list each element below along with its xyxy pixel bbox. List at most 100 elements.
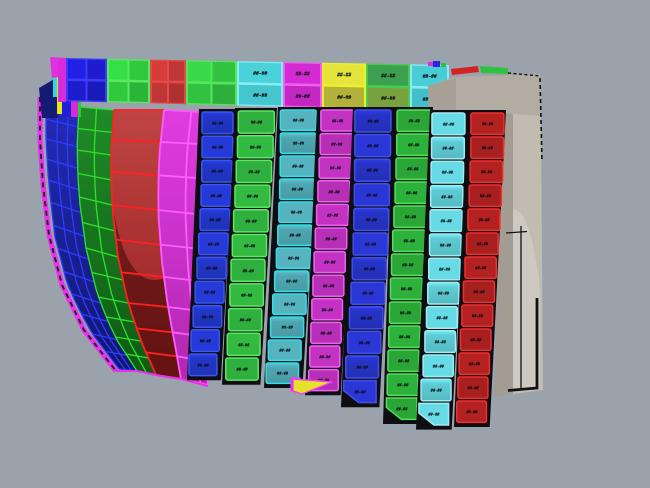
hull-plate[interactable] [312,274,345,297]
hull-plate[interactable] [188,353,218,377]
hull-plate[interactable] [464,256,498,280]
hull-plate[interactable] [470,136,505,160]
hull-plate[interactable] [267,339,302,362]
hull-plate[interactable] [237,110,276,134]
hull-plate[interactable] [275,247,312,270]
plate-column-3-teal[interactable]: ##-## ##-## ##-## ##-## ##-## ##-## ##-## ##-##… [264,107,320,388]
bow-strakes-group[interactable] [37,97,209,387]
hull-plate[interactable] [196,256,227,280]
hull-plate[interactable] [201,135,234,159]
hull-plate[interactable] [273,270,310,293]
hull-plate[interactable] [225,357,259,381]
plate-column-7-cyan[interactable]: ##-## ##-## ##-## ##-## ##-## ##-## ##-## ##-##… [416,110,469,430]
bow-strake-green[interactable] [76,106,157,376]
hull-plate[interactable] [192,304,223,328]
hull-plate[interactable] [229,283,265,307]
hull-plate[interactable] [465,232,499,256]
hull-plate[interactable] [226,332,261,357]
hull-plate[interactable] [279,109,318,132]
hull-plate[interactable] [346,330,382,355]
sheer-plate-cyan[interactable]: ##-## ##-## [237,61,283,107]
sheer-plate-magenta[interactable]: ##-## ##-## [283,62,322,108]
plate-label: ##-## [293,118,305,123]
plate-label: ##-## [433,364,445,369]
hull-plate[interactable] [430,160,465,184]
sheer-band-group[interactable]: ##-####-####-####-####-####-####-####-##… [58,58,449,112]
plate-label: ##-## [295,72,310,78]
hull-plate[interactable] [231,233,268,258]
sheer-block-red[interactable] [150,59,186,105]
plate-column-8-red[interactable]: ##-## ##-## ##-## ##-## ##-## ##-## ##-## ##-##… [454,110,506,427]
stern-top-face[interactable] [428,74,541,116]
hull-plate[interactable] [313,250,347,274]
hull-plate[interactable] [431,112,466,136]
hull-plate[interactable] [314,227,348,250]
sheer-plate-darkgreen[interactable]: ##-## ##-## [366,63,410,111]
hull-plate[interactable] [418,402,450,426]
hull-plate[interactable] [342,379,377,404]
hull-plate[interactable] [353,158,391,182]
hull-plate[interactable] [235,159,273,184]
hull-plate[interactable] [310,321,342,345]
hull-plate[interactable] [429,209,463,233]
plate-label: ##-## [381,73,396,79]
hull-plate[interactable] [194,280,225,304]
sheer-block-green[interactable] [107,58,150,104]
plate-column-1-blue[interactable]: ##-## ##-## ##-## ##-## ##-## ##-## ##-## ##-##… [187,109,236,381]
hull-plate[interactable] [227,307,263,332]
hull-plate[interactable] [236,134,274,159]
sheer-block-blue[interactable] [66,58,107,103]
hull-plate[interactable] [428,233,462,257]
hull-plate[interactable] [427,281,460,305]
hull-plate[interactable] [232,209,269,233]
hull-plate[interactable] [458,352,491,376]
hull-plate[interactable] [351,256,388,281]
hull-plate[interactable] [311,298,344,321]
hull-plate[interactable] [309,345,341,368]
plate-column-2-green[interactable]: ##-## ##-## ##-## ##-## ##-## ##-## ##-## ##-##… [222,108,277,385]
hull-plate[interactable] [350,281,386,305]
yellow-wedge-plate[interactable] [292,378,333,395]
hull-plate[interactable] [425,305,459,329]
sheer-block-green2[interactable] [186,60,237,106]
hull-plate[interactable] [271,293,307,316]
hull-plate[interactable] [456,400,488,424]
plate-column-5-blue[interactable]: ##-## ##-## ##-## ##-## ##-## ##-## ##-## ##-##… [341,107,395,408]
hull-plate[interactable] [315,203,350,227]
hull-plate[interactable] [424,330,457,354]
hull-plate[interactable] [428,257,461,281]
plate-label: ##-## [293,141,305,146]
hull-plate[interactable] [353,207,390,232]
hull-plate[interactable] [422,354,455,378]
hull-plate[interactable] [190,329,221,353]
hull-plate[interactable] [385,397,418,421]
hull-plate[interactable] [344,355,380,379]
stern-wireframe-group [505,72,543,392]
plate-columns-group[interactable]: ##-## ##-## ##-## ##-## ##-## ##-## ##-## ##-##… [187,107,506,430]
hull-plate[interactable] [353,183,391,207]
hull-plate[interactable] [234,184,271,208]
plate-label: ##-## [367,168,379,173]
plate-column-4-magenta[interactable]: ##-## ##-## ##-## ##-## ##-## ##-## ##-## ##-##… [305,107,356,396]
hull-plate[interactable] [462,280,496,304]
hull-plate[interactable] [467,208,501,232]
hull-plate[interactable] [354,109,392,133]
hull-plate[interactable] [469,160,504,184]
hull-plate[interactable] [354,133,392,158]
sheer-plate-yellow[interactable]: ##-## ##-## [322,62,366,109]
hull-plate[interactable] [430,136,466,160]
hull-plate[interactable] [352,232,389,256]
hull-plate[interactable] [269,316,305,339]
wire-frame-l [507,298,539,392]
hull-plate[interactable] [201,111,234,135]
hull-plate[interactable] [470,112,505,136]
hull-plate[interactable] [230,258,266,283]
hull-plate[interactable] [429,184,464,208]
hull-plate[interactable] [461,304,494,328]
hull-plate[interactable] [420,378,452,402]
hull-plate[interactable] [468,184,503,208]
hull-plate[interactable] [459,328,492,352]
hull-plate[interactable] [348,306,384,330]
hull-plate[interactable] [457,376,489,400]
hull-plate[interactable] [197,232,229,256]
